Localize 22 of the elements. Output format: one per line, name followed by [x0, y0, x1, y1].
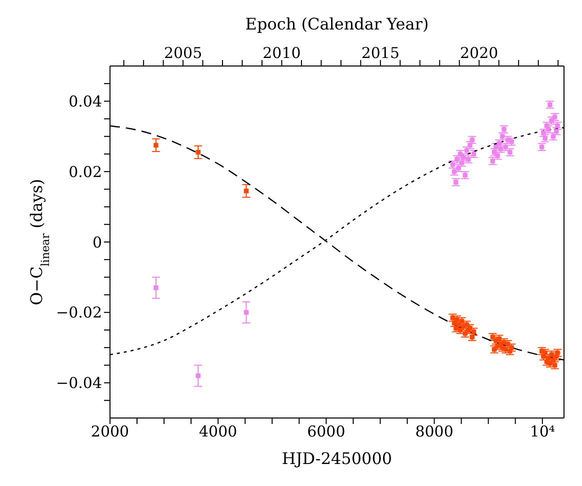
point	[244, 188, 249, 194]
y-tick-label: 0.02	[68, 162, 102, 181]
x-tick-label: 2000	[90, 422, 130, 441]
x2-tick-label: 2020	[460, 44, 498, 62]
x-axis-title: HJD-2450000	[282, 449, 392, 468]
point	[196, 373, 200, 378]
x2-tick-label: 2005	[164, 44, 202, 62]
x-tick-label: 10⁴	[530, 422, 555, 441]
point	[154, 142, 158, 148]
x2-axis-title: Epoch (Calendar Year)	[245, 14, 429, 34]
point	[244, 310, 249, 315]
x-tick-label: 4000	[199, 422, 238, 441]
point	[196, 150, 200, 155]
y-tick-label: −0.04	[56, 374, 102, 392]
x-tick-label: 6000	[307, 422, 346, 441]
y-tick-label: 0.04	[68, 92, 102, 111]
y-tick-label: −0.02	[56, 304, 102, 322]
point	[154, 285, 158, 290]
y-tick-label: 0	[92, 233, 102, 252]
x-tick-label: 8000	[415, 422, 454, 441]
x2-tick-label: 2010	[262, 44, 301, 62]
x2-tick-label: 2015	[361, 44, 400, 62]
